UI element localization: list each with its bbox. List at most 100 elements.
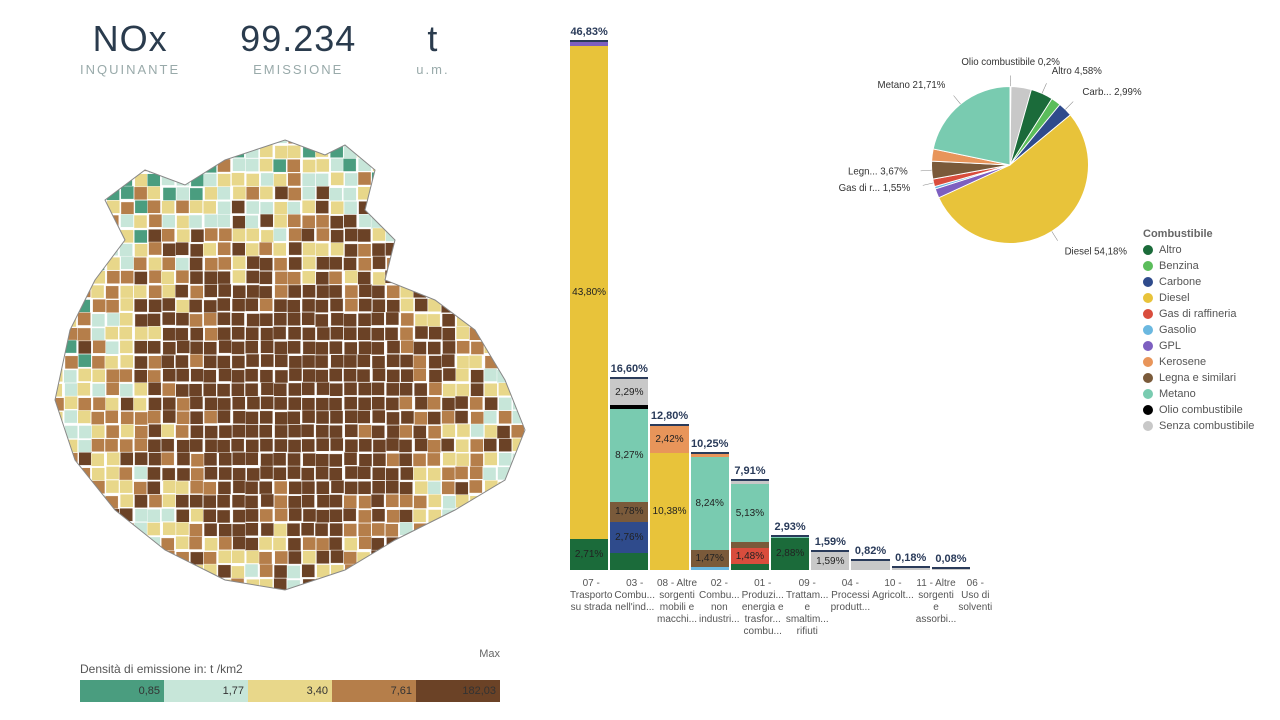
bar-x-label: 08 - Altre sorgenti mobili e macchi... bbox=[657, 574, 697, 640]
map-legend: Max Densità di emissione in: t /km2 0,85… bbox=[80, 648, 500, 702]
bar-segment[interactable] bbox=[892, 568, 930, 570]
fuel-legend-label: Kerosene bbox=[1159, 356, 1206, 368]
bar-total-label: 0,08% bbox=[935, 553, 966, 565]
metric-label: EMISSIONE bbox=[240, 62, 356, 77]
fuel-legend-item[interactable]: Senza combustibile bbox=[1143, 420, 1268, 432]
pie-label: Legn... 3,67% bbox=[848, 166, 908, 177]
swatch-icon bbox=[1143, 261, 1153, 271]
bar-segment[interactable] bbox=[691, 567, 729, 570]
fuel-legend-item[interactable]: GPL bbox=[1143, 340, 1268, 352]
bar-x-label: 07 - Trasporto su strada bbox=[570, 574, 612, 640]
map-legend-stop: 182,03 bbox=[416, 680, 500, 702]
bar-segment[interactable]: 5,13% bbox=[731, 484, 769, 542]
bar-column[interactable]: 7,91%1,48%5,13% bbox=[731, 465, 769, 570]
fuel-legend-label: Altro bbox=[1159, 244, 1182, 256]
pie-chart[interactable]: Olio combustibile 0,2%Altro 4,58%Carb...… bbox=[890, 45, 1130, 285]
pie-label: Carb... 2,99% bbox=[1082, 87, 1142, 98]
header-metrics: NOx INQUINANTE 99.234 EMISSIONE t u.m. bbox=[80, 18, 450, 77]
fuel-legend-label: Carbone bbox=[1159, 276, 1201, 288]
bar-segment[interactable]: 2,76% bbox=[610, 522, 648, 553]
bar-segment[interactable]: 10,38% bbox=[650, 453, 688, 570]
bar-total-label: 12,80% bbox=[651, 410, 688, 422]
fuel-legend-item[interactable]: Kerosene bbox=[1143, 356, 1268, 368]
swatch-icon bbox=[1143, 325, 1153, 335]
metric-label: INQUINANTE bbox=[80, 62, 180, 77]
fuel-legend-label: Metano bbox=[1159, 388, 1196, 400]
bar-total-label: 16,60% bbox=[611, 363, 648, 375]
bar-stack bbox=[892, 566, 930, 570]
bar-column[interactable]: 12,80% 10,38%2,42% bbox=[650, 410, 688, 570]
bar-segment[interactable]: 1,47% bbox=[691, 550, 729, 567]
map-legend-stop: 7,61 bbox=[332, 680, 416, 702]
metric-value: NOx bbox=[80, 18, 180, 60]
fuel-legend-item[interactable]: Legna e similari bbox=[1143, 372, 1268, 384]
bar-segment[interactable] bbox=[610, 553, 648, 570]
bar-x-label: 06 - Uso di solventi bbox=[958, 574, 992, 640]
fuel-legend-item[interactable]: Gas di raffineria bbox=[1143, 308, 1268, 320]
fuel-legend-item[interactable]: Diesel bbox=[1143, 292, 1268, 304]
metric-pollutant: NOx INQUINANTE bbox=[80, 18, 180, 77]
pie-label: Metano 21,71% bbox=[878, 80, 946, 91]
choropleth-map[interactable] bbox=[35, 130, 545, 610]
bar-segment[interactable]: 8,24% bbox=[691, 457, 729, 550]
fuel-legend-label: Diesel bbox=[1159, 292, 1190, 304]
bar-x-label: 02 - Combu... non industri... bbox=[699, 574, 740, 640]
fuel-legend-label: Olio combustibile bbox=[1159, 404, 1243, 416]
bar-total-label: 0,18% bbox=[895, 552, 926, 564]
metric-label: u.m. bbox=[416, 62, 449, 77]
fuel-legend-item[interactable]: Gasolio bbox=[1143, 324, 1268, 336]
fuel-legend-item[interactable]: Altro bbox=[1143, 244, 1268, 256]
swatch-icon bbox=[1143, 373, 1153, 383]
fuel-legend-item[interactable]: Benzina bbox=[1143, 260, 1268, 272]
bar-total-label: 10,25% bbox=[691, 438, 728, 450]
map-legend-max: Max bbox=[80, 648, 500, 660]
bar-stack bbox=[851, 559, 889, 570]
bar-x-label: 03 - Combu... nell'ind... bbox=[614, 574, 655, 640]
bar-segment[interactable]: 1,48% bbox=[731, 548, 769, 565]
map-legend-title: Densità di emissione in: t /km2 bbox=[80, 662, 500, 676]
bar-segment[interactable]: 2,71% bbox=[570, 539, 608, 570]
fuel-legend-label: Legna e similari bbox=[1159, 372, 1236, 384]
bar-segment[interactable]: 8,27% bbox=[610, 409, 648, 502]
metric-value: 99.234 bbox=[240, 18, 356, 60]
bar-stack: 10,38%2,42% bbox=[650, 424, 688, 570]
bar-segment[interactable]: 1,59% bbox=[811, 552, 849, 570]
bar-segment[interactable] bbox=[932, 569, 970, 570]
bar-segment[interactable]: 43,80% bbox=[570, 46, 608, 540]
bar-column[interactable]: 0,18% bbox=[892, 552, 930, 570]
swatch-icon bbox=[1143, 277, 1153, 287]
bar-total-label: 1,59% bbox=[815, 536, 846, 548]
bar-column[interactable]: 2,93% 2,88% bbox=[771, 521, 809, 570]
bar-column[interactable]: 0,82% bbox=[851, 545, 889, 570]
swatch-icon bbox=[1143, 341, 1153, 351]
bar-segment[interactable]: 2,29% bbox=[610, 379, 648, 405]
map-legend-stop: 0,85 bbox=[80, 680, 164, 702]
bar-segment[interactable] bbox=[731, 564, 769, 570]
fuel-legend-item[interactable]: Metano bbox=[1143, 388, 1268, 400]
pie-label: Diesel 54,18% bbox=[1065, 246, 1128, 257]
bar-x-label: 11 - Altre sorgenti e assorbi... bbox=[916, 574, 957, 640]
bar-stack: 1,48% 5,13% bbox=[731, 479, 769, 570]
fuel-legend-item[interactable]: Carbone bbox=[1143, 276, 1268, 288]
bar-x-label: 10 - Agricolt... bbox=[872, 574, 914, 640]
bar-column[interactable]: 16,60% 2,76%1,78%8,27% 2,29% bbox=[610, 363, 648, 570]
pie-label: Gas di r... 1,55% bbox=[839, 183, 911, 194]
bar-total-label: 0,82% bbox=[855, 545, 886, 557]
bar-segment[interactable] bbox=[851, 561, 889, 570]
bar-segment[interactable]: 2,42% bbox=[650, 426, 688, 453]
bar-stack: 1,59% bbox=[811, 550, 849, 570]
swatch-icon bbox=[1143, 309, 1153, 319]
bar-x-label: 01 - Produzi... energia e trasfor... com… bbox=[742, 574, 784, 640]
fuel-legend-item[interactable]: Olio combustibile bbox=[1143, 404, 1268, 416]
swatch-icon bbox=[1143, 293, 1153, 303]
fuel-legend: Combustibile AltroBenzinaCarboneDieselGa… bbox=[1143, 228, 1268, 436]
bar-stack: 1,47%8,24% bbox=[691, 452, 729, 570]
bar-column[interactable]: 10,25% 1,47%8,24% bbox=[691, 438, 729, 570]
bar-column[interactable]: 1,59% 1,59% bbox=[811, 536, 849, 570]
bar-column[interactable]: 46,83%2,71%43,80% bbox=[570, 26, 608, 570]
bar-column[interactable]: 0,08% bbox=[932, 553, 970, 570]
bar-total-label: 2,93% bbox=[775, 521, 806, 533]
bar-segment[interactable]: 2,88% bbox=[771, 538, 809, 570]
metric-unit: t u.m. bbox=[416, 18, 449, 77]
bar-segment[interactable]: 1,78% bbox=[610, 502, 648, 522]
